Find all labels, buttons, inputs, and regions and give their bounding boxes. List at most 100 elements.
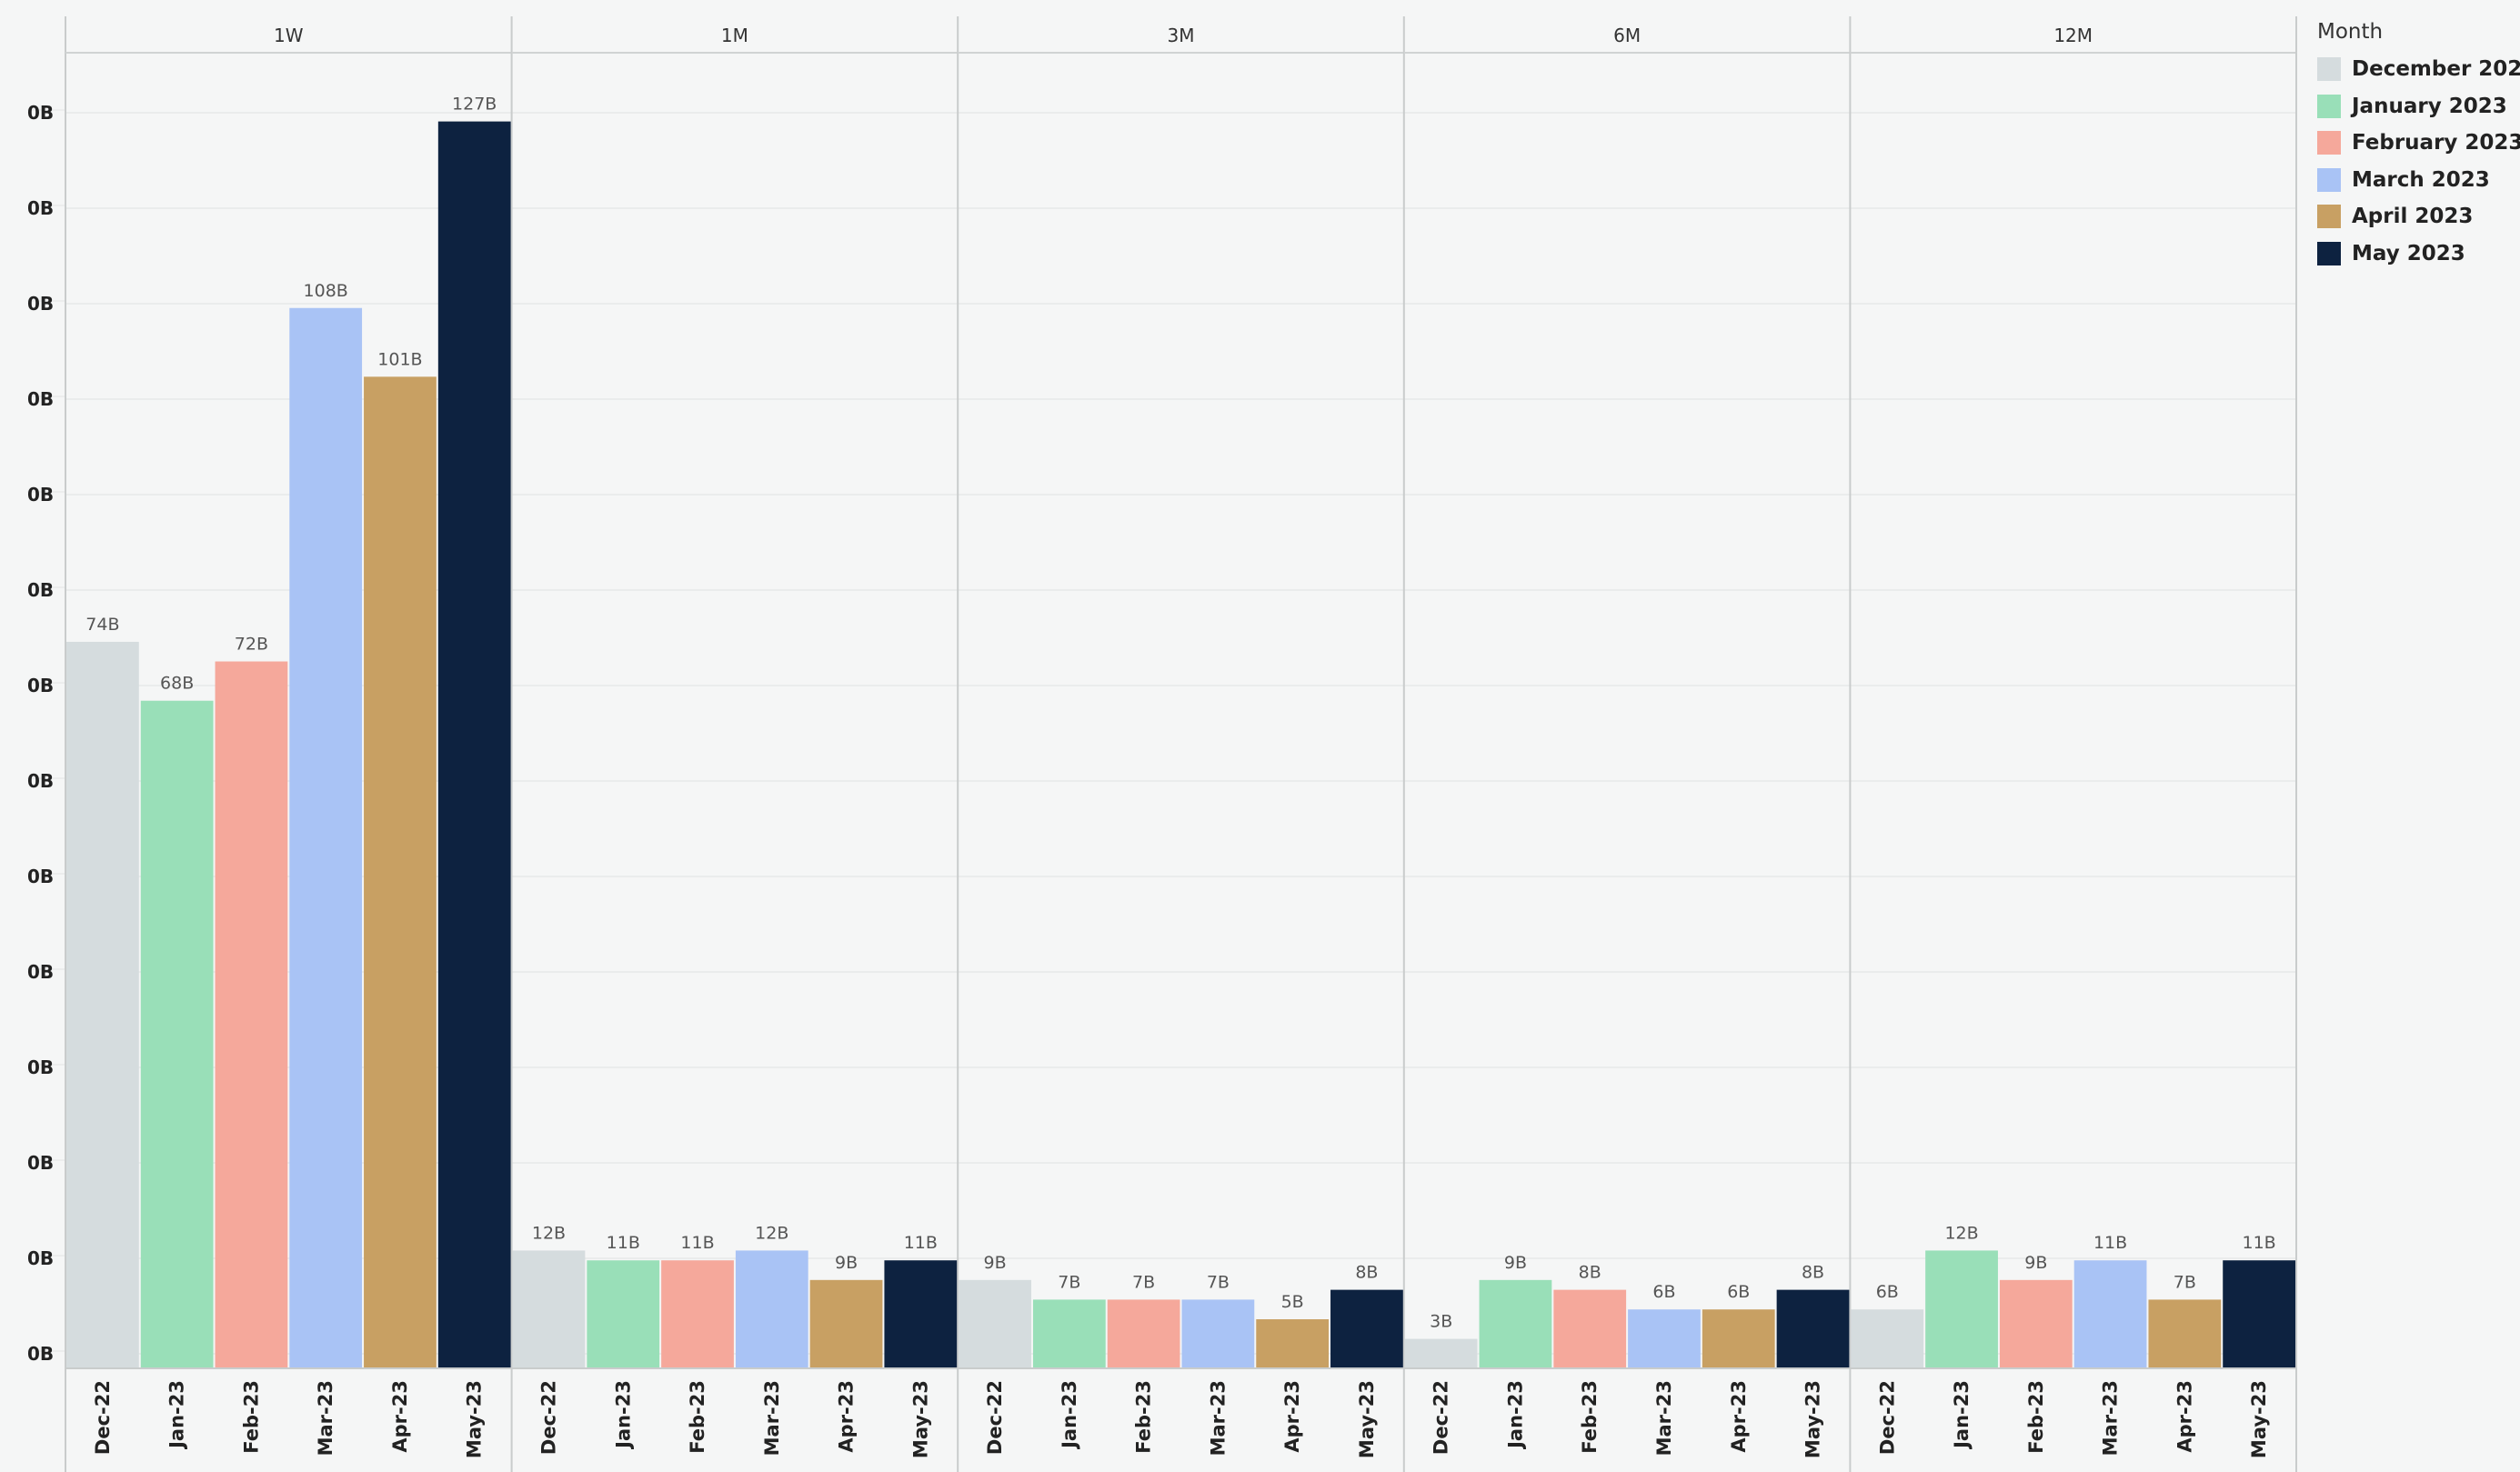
x-tick-label: Feb-23 <box>687 1380 708 1454</box>
data-label: 9B <box>1504 1253 1527 1273</box>
legend-title: Month <box>2317 20 2384 44</box>
bar-12M-Jan-23[interactable] <box>1925 1250 1998 1368</box>
bar-1W-Dec-22[interactable] <box>66 641 139 1368</box>
y-tick-label: 0B <box>27 1343 54 1365</box>
bar-6M-Jan-23[interactable] <box>1479 1279 1552 1368</box>
x-tick-label: Dec-22 <box>92 1380 114 1455</box>
legend-item[interactable]: April 2023 <box>2317 198 2520 235</box>
data-label: 108B <box>304 281 348 301</box>
legend-label: March 2023 <box>2352 167 2490 192</box>
data-label: 7B <box>1058 1272 1080 1292</box>
legend-label: December 2022 <box>2352 57 2520 82</box>
data-label: 12B <box>755 1223 788 1243</box>
data-label: 8B <box>1802 1263 1824 1283</box>
data-label: 11B <box>2243 1233 2276 1253</box>
panel-title: 3M <box>1168 25 1195 46</box>
legend-item[interactable]: January 2023 <box>2317 88 2520 125</box>
data-label: 72B <box>235 635 268 655</box>
bar-12M-Mar-23[interactable] <box>2073 1260 2147 1368</box>
data-label: 7B <box>1132 1272 1155 1292</box>
legend-item[interactable]: May 2023 <box>2317 235 2520 273</box>
bar-6M-Apr-23[interactable] <box>1702 1309 1775 1368</box>
bar-3M-Jan-23[interactable] <box>1032 1299 1106 1368</box>
data-label: 3B <box>1430 1312 1452 1332</box>
data-label: 6B <box>1652 1282 1675 1302</box>
x-tick-label: Jan-23 <box>1504 1380 1526 1450</box>
y-tick-label: 0B <box>27 1247 54 1269</box>
data-label: 6B <box>1876 1282 1899 1302</box>
legend-swatch <box>2317 131 2341 155</box>
gridlines <box>65 112 2296 1355</box>
bar-1W-Mar-23[interactable] <box>289 307 363 1368</box>
bar-12M-Dec-22[interactable] <box>1851 1309 1924 1368</box>
data-label: 7B <box>2174 1272 2196 1292</box>
x-tick-label: Apr-23 <box>2174 1380 2195 1453</box>
data-label: 11B <box>680 1233 714 1253</box>
y-tick-label: 0B <box>27 1056 54 1078</box>
legend-items: December 2022 January 2023 February 2023 Ma… <box>2317 51 2520 272</box>
bar-12M-Apr-23[interactable] <box>2148 1299 2222 1368</box>
bar-12M-Feb-23[interactable] <box>1999 1279 2073 1368</box>
bar-1M-May-23[interactable] <box>884 1260 958 1368</box>
x-tick-label: Apr-23 <box>1728 1380 1750 1453</box>
bar-3M-Apr-23[interactable] <box>1256 1319 1330 1368</box>
legend-swatch <box>2317 205 2341 229</box>
panel-title: 1W <box>274 25 304 46</box>
legend-swatch <box>2317 94 2341 118</box>
x-tick-label: Mar-23 <box>1653 1380 1675 1456</box>
legend-item[interactable]: March 2023 <box>2317 162 2520 199</box>
legend: Month December 2022 January 2023 February … <box>2317 20 2520 272</box>
x-tick-label: Apr-23 <box>389 1380 411 1453</box>
x-tick-label: May-23 <box>909 1380 931 1458</box>
data-label: 68B <box>160 674 194 694</box>
bar-1M-Mar-23[interactable] <box>735 1250 808 1368</box>
bar-1W-May-23[interactable] <box>437 121 511 1368</box>
x-tick-label: Dec-22 <box>984 1380 1006 1455</box>
legend-swatch <box>2317 57 2341 82</box>
legend-item[interactable]: December 2022 <box>2317 51 2520 88</box>
bar-3M-May-23[interactable] <box>1330 1289 1403 1368</box>
x-tick-label: Mar-23 <box>315 1380 336 1456</box>
bar-6M-Feb-23[interactable] <box>1553 1289 1627 1368</box>
x-tick-label: Dec-22 <box>1876 1380 1898 1455</box>
bar-1M-Jan-23[interactable] <box>587 1260 660 1368</box>
legend-label: February 2023 <box>2352 131 2520 155</box>
legend-label: January 2023 <box>2352 94 2507 118</box>
bar-6M-Mar-23[interactable] <box>1628 1309 1701 1368</box>
legend-swatch <box>2317 167 2341 192</box>
legend-item[interactable]: February 2023 <box>2317 125 2520 162</box>
x-tick-label: Dec-22 <box>537 1380 559 1455</box>
x-tick-label: Feb-23 <box>240 1380 262 1454</box>
bar-1M-Apr-23[interactable] <box>809 1279 883 1368</box>
bar-3M-Dec-22[interactable] <box>959 1279 1031 1368</box>
data-label: 11B <box>607 1233 640 1253</box>
legend-label: April 2023 <box>2352 205 2474 229</box>
bar-1M-Feb-23[interactable] <box>661 1260 734 1368</box>
panel-3M: 3M 9B Dec-22 7B Jan-23 7B Feb-23 7B Mar-23 5B Apr-… <box>958 16 1405 1472</box>
bar-1M-Dec-22[interactable] <box>512 1250 586 1368</box>
x-tick-label: Jan-23 <box>1059 1380 1080 1450</box>
y-tick-label: 0B <box>27 293 54 315</box>
x-tick-label: Jan-23 <box>166 1380 188 1450</box>
data-label: 7B <box>1207 1272 1230 1292</box>
bar-3M-Mar-23[interactable] <box>1181 1299 1255 1368</box>
y-tick-label: 0B <box>27 388 54 410</box>
data-label: 74B <box>85 615 119 635</box>
x-tick-label: May-23 <box>1356 1380 1378 1458</box>
x-tick-label: Dec-22 <box>1431 1380 1452 1455</box>
bar-6M-May-23[interactable] <box>1776 1289 1850 1368</box>
panel-title: 12M <box>2053 25 2093 46</box>
bar-6M-Dec-22[interactable] <box>1404 1338 1478 1368</box>
y-tick-label: 0B <box>27 961 54 983</box>
legend-swatch <box>2317 241 2341 265</box>
bar-1W-Apr-23[interactable] <box>364 376 437 1369</box>
bar-3M-Feb-23[interactable] <box>1107 1299 1180 1368</box>
bar-1W-Jan-23[interactable] <box>140 700 214 1368</box>
x-tick-label: Mar-23 <box>1207 1380 1229 1456</box>
y-tick-label: 0B <box>27 675 54 696</box>
bar-1W-Feb-23[interactable] <box>215 661 288 1368</box>
bar-12M-May-23[interactable] <box>2223 1260 2295 1368</box>
data-label: 8B <box>1355 1263 1378 1283</box>
